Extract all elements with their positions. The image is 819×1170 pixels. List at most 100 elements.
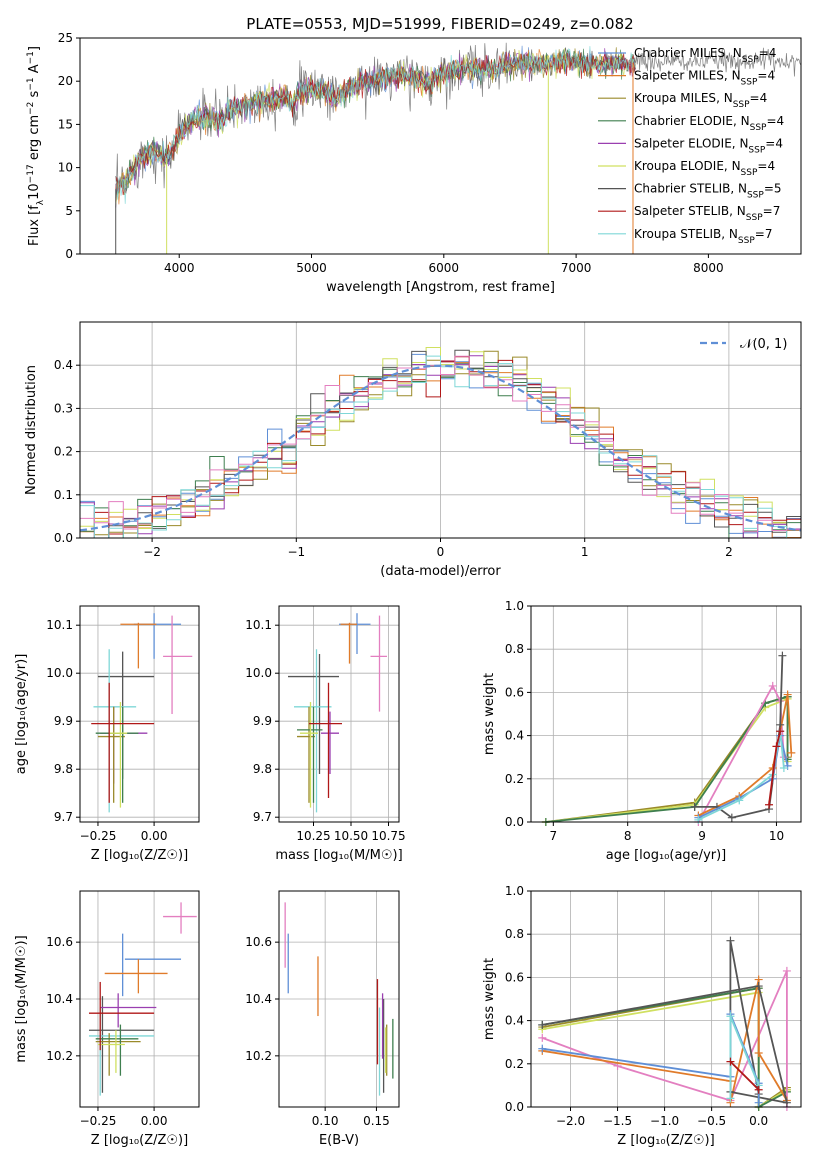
y-tick-label: 10.1 [46, 618, 73, 632]
series-marker [779, 764, 788, 772]
series-marker [726, 1012, 735, 1021]
series-marker [538, 1044, 547, 1053]
series-marker [726, 1057, 735, 1066]
legend-space: , [730, 182, 738, 196]
y-axis-label-part: A [27, 64, 42, 77]
x-axis-label: wavelength [Angstrom, rest frame] [326, 280, 555, 295]
x-tick-label: 0 [437, 545, 445, 559]
legend-nssp: 4 [760, 91, 768, 105]
legend-eq: = [757, 159, 767, 173]
y-tick-label: 9.9 [253, 714, 272, 728]
series-line [697, 683, 785, 823]
y-axis-label: mass weight [482, 673, 497, 755]
y-axis-label: Normed distribution [24, 365, 39, 495]
legend-space: , [716, 91, 724, 105]
x-tick-label: 7 [549, 829, 557, 843]
legend-name: Chabrier ELODIE [634, 114, 733, 128]
legend-nssp: 4 [767, 159, 775, 173]
x-tick-label: −0.5 [697, 1114, 726, 1128]
y-tick-label: 10.0 [46, 666, 73, 680]
panel-mass-vs-z: −0.25 0.00 10.2 10.4 10.6 Z [log₁₀(Z/Z☉)] mass… [14, 890, 200, 1148]
legend-name: Salpeter MILES [634, 69, 724, 83]
y-tick-label: 9.8 [54, 762, 73, 776]
legend-n: N [724, 91, 733, 105]
x-tick-label: 10 [769, 829, 784, 843]
legend-entry: Kroupa ELODIE, NSSP=4 [634, 159, 775, 178]
x-tick-label: −1.5 [603, 1114, 632, 1128]
y-tick-label: 0.2 [54, 445, 73, 459]
legend-sub: SSP [741, 168, 758, 178]
legend-name: Kroupa MILES [634, 91, 716, 105]
series-marker [538, 1020, 547, 1029]
series-marker [754, 1098, 763, 1107]
series-marker [754, 1085, 763, 1094]
histogram-step [80, 356, 801, 538]
legend-eq: = [764, 182, 774, 196]
y-tick-label: 0.0 [505, 815, 524, 829]
y-tick-label: 0.4 [54, 358, 73, 372]
y-tick-label: 10 [58, 161, 73, 175]
x-tick-label: 10.75 [371, 829, 405, 843]
legend-sub: SSP [738, 236, 755, 246]
legend-sub: SSP [733, 100, 750, 110]
axes-frame [79, 605, 200, 823]
legend-name: Chabrier STELIB [634, 182, 730, 196]
legend-eq: = [765, 136, 775, 150]
axes-frame [530, 890, 802, 1108]
series-marker [765, 800, 774, 809]
legend-name: Kroupa ELODIE [634, 159, 724, 173]
legend-nssp: 4 [769, 46, 777, 60]
series-marker [690, 802, 699, 811]
x-tick-label: 8 [624, 829, 632, 843]
y-tick-label: 10.6 [245, 935, 272, 949]
series-marker [783, 690, 792, 699]
panel-spectrum: 4000 5000 6000 7000 8000 0 5 10 15 20 25 wavelength… [26, 31, 802, 295]
y-tick-label: 0.6 [505, 970, 524, 984]
series-marker [694, 815, 703, 824]
normal-curve [80, 364, 801, 532]
axes-frame [278, 890, 400, 1108]
x-tick-label: 0.10 [312, 1114, 339, 1128]
legend-nssp: 7 [765, 227, 773, 241]
y-tick-label: 20 [58, 74, 73, 88]
legend-eq: = [763, 204, 773, 218]
legend-entry: 𝒩(0, 1) [740, 337, 787, 352]
x-tick-label: −0.25 [80, 829, 117, 843]
x-tick-label: 0.00 [141, 829, 168, 843]
legend-space: , [732, 136, 740, 150]
x-tick-label: 10.25 [296, 829, 330, 843]
y-axis-label-part: λ [36, 199, 46, 205]
axes-frame [278, 605, 400, 823]
y-tick-label: 0.4 [505, 1014, 524, 1028]
legend-entry: Chabrier STELIB, NSSP=5 [634, 182, 782, 201]
x-axis-label: (data-model)/error [380, 564, 501, 579]
x-tick-label: 7000 [561, 261, 592, 275]
legend-eq: = [755, 227, 765, 241]
legend-n: N [741, 114, 750, 128]
x-axis-label: mass [log₁₀(M/M☉)] [275, 848, 402, 863]
x-axis-label: age [log₁₀(age/yr)] [606, 848, 727, 863]
x-tick-label: 0.00 [141, 1114, 168, 1128]
y-axis-label-part: −1 [26, 77, 36, 90]
y-tick-label: 10.2 [245, 1049, 272, 1063]
legend-space: , [729, 204, 737, 218]
y-axis-label-part: 10 [27, 183, 42, 200]
x-tick-label: −1.0 [650, 1114, 679, 1128]
y-tick-label: 0.8 [505, 927, 524, 941]
x-tick-label: 0.0 [749, 1114, 768, 1128]
y-axis-label-part: Flux [f [27, 205, 42, 246]
legend-entry: Salpeter MILES, NSSP=4 [634, 69, 775, 88]
y-tick-label: 15 [58, 117, 73, 131]
legend-nssp: 4 [767, 69, 775, 83]
legend-eq: = [759, 46, 769, 60]
histogram-step [80, 355, 801, 538]
series-marker [772, 742, 781, 751]
legend-sub: SSP [750, 123, 767, 133]
legend-nssp: 7 [773, 204, 781, 218]
y-tick-label: 10.0 [245, 666, 272, 680]
legend-entry: Kroupa MILES, NSSP=4 [634, 91, 767, 110]
panel-residuals: −2 −1 0 1 2 0.0 0.1 0.2 0.3 0.4 (data-model)/error… [24, 321, 802, 579]
panel-mass-vs-ebv: 0.10 0.15 10.2 10.4 10.6 E(B-V) [245, 890, 400, 1148]
legend-entry: Salpeter STELIB, NSSP=7 [634, 204, 780, 223]
